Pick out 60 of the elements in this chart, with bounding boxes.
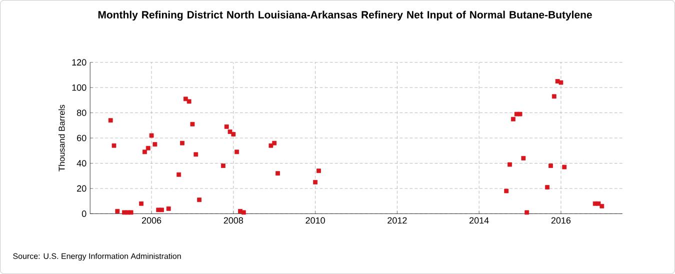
point: [160, 208, 164, 212]
point: [518, 112, 522, 116]
chart-title: Monthly Refining District North Louisiana-Arkansas Refinery Net Input of Normal Butane-Butylene: [98, 10, 592, 21]
point: [186, 99, 192, 104]
point: [552, 94, 556, 99]
point: [194, 152, 198, 157]
point: [152, 142, 158, 147]
point: [139, 201, 144, 206]
point: [224, 124, 229, 129]
point: [220, 164, 226, 168]
x-tick-label: 2012: [388, 217, 407, 224]
point: [545, 185, 550, 190]
y-tick-label: 20: [77, 185, 86, 192]
point: [231, 132, 236, 136]
point: [142, 150, 147, 154]
point: [149, 133, 154, 138]
point: [558, 80, 564, 85]
point: [228, 130, 232, 134]
point: [548, 164, 553, 168]
x-tick-label: 2008: [224, 217, 244, 224]
y-tick-label: 0: [82, 210, 86, 217]
point: [510, 116, 516, 122]
point: [156, 208, 161, 212]
point: [555, 79, 560, 84]
point: [122, 210, 126, 215]
point: [115, 208, 120, 214]
point: [600, 204, 604, 208]
point: [241, 210, 246, 215]
x-tick-label: 2006: [142, 217, 162, 224]
point: [234, 150, 240, 154]
point: [197, 198, 202, 202]
point: [276, 171, 280, 176]
point: [112, 143, 116, 148]
point: [504, 188, 509, 194]
point: [596, 201, 601, 206]
point: [272, 140, 277, 146]
y-tick-label: 60: [77, 134, 86, 142]
y-tick-label: 40: [76, 160, 86, 166]
x-tick-label: 2014: [470, 217, 489, 224]
point: [183, 96, 188, 102]
point: [562, 164, 567, 170]
point: [508, 162, 512, 167]
x-tick-label: 2010: [306, 217, 325, 224]
point: [146, 146, 150, 150]
point: [524, 210, 530, 215]
y-tick-label: 120: [72, 59, 86, 66]
point: [316, 168, 321, 174]
point: [521, 156, 526, 160]
point: [313, 180, 318, 184]
y-tick-label: 80: [76, 110, 86, 116]
point: [190, 122, 195, 126]
y-axis-title: Thousand Barrels: [58, 104, 65, 172]
point: [108, 118, 113, 123]
point: [166, 206, 171, 211]
x-tick-label: 2016: [551, 217, 571, 224]
point: [268, 143, 274, 148]
y-tick-label: 100: [72, 84, 86, 91]
point: [176, 172, 182, 177]
point: [180, 140, 184, 146]
point: [128, 210, 134, 215]
